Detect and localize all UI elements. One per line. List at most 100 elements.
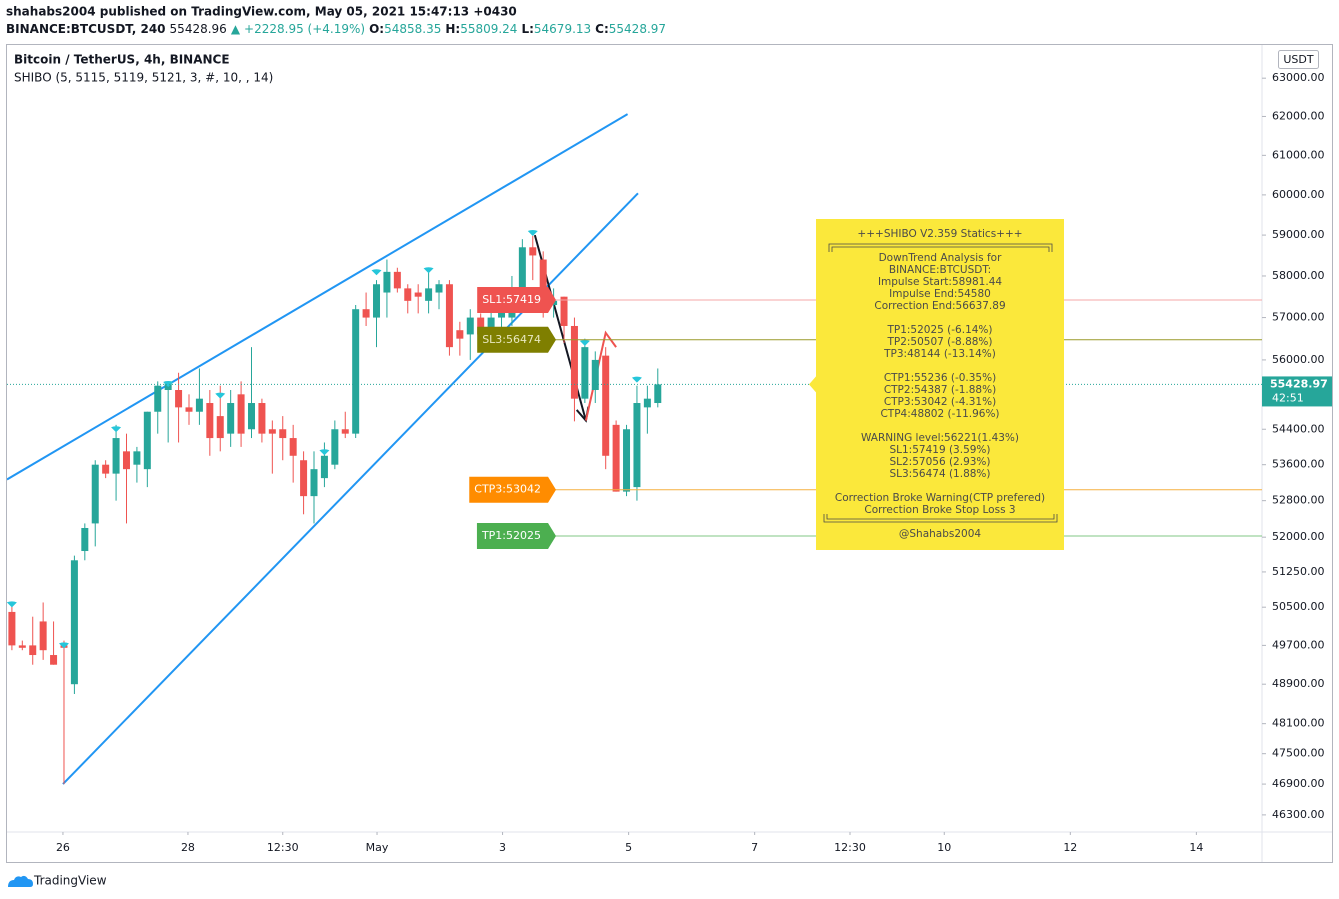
candle-body bbox=[289, 438, 297, 456]
level-box bbox=[477, 287, 556, 314]
info-line: SL1:57419 (3.59%) bbox=[889, 444, 990, 456]
candle-body bbox=[268, 429, 276, 434]
last-price-label: 55428.97 bbox=[1270, 377, 1328, 390]
candle-body bbox=[570, 325, 578, 399]
info-line: TP1:52025 (-6.14%) bbox=[886, 324, 992, 336]
candle-body bbox=[206, 403, 214, 439]
candle-body bbox=[414, 292, 422, 297]
x-tick-label: 26 bbox=[56, 841, 70, 854]
symbol-line: BINANCE:BTCUSDT, 240 55428.96 ▲ +2228.95 (+… bbox=[6, 22, 666, 36]
brand: TradingView bbox=[33, 874, 107, 888]
candle-body bbox=[477, 317, 485, 335]
candle-body bbox=[8, 611, 16, 646]
info-background bbox=[809, 219, 1064, 550]
currency-box[interactable] bbox=[1278, 50, 1319, 69]
candle-body bbox=[591, 359, 599, 391]
candle-body bbox=[633, 403, 641, 488]
candle-body bbox=[456, 330, 464, 339]
level-label: SL3:56474 bbox=[477, 326, 556, 353]
header-segment: BINANCE:BTCUSDT, 240 bbox=[6, 22, 166, 36]
candle-body bbox=[331, 429, 339, 465]
currency[interactable]: USDT bbox=[1283, 53, 1314, 66]
candle-body bbox=[185, 407, 193, 412]
indicator-legend: SHIBO (5, 5115, 5119, 5121, 3, #, 10, , … bbox=[14, 71, 273, 85]
candle-body bbox=[373, 284, 381, 318]
info-line: TP3:48144 (-13.14%) bbox=[883, 348, 996, 360]
info-panel: +++SHIBO V2.359 Statics+++ DownTrend Anal… bbox=[809, 219, 1064, 550]
candle-body bbox=[435, 284, 443, 293]
candle-body bbox=[195, 398, 203, 412]
candle-body bbox=[352, 309, 360, 434]
y-tick-label: 50500.00 bbox=[1272, 600, 1325, 613]
last-price-tag bbox=[1262, 376, 1332, 407]
pivot-marker bbox=[371, 269, 382, 276]
level-box bbox=[476, 523, 556, 550]
info-line: CTP2:54387 (-1.88%) bbox=[884, 384, 996, 396]
header-segment: H: bbox=[445, 22, 460, 36]
candle-body bbox=[216, 416, 224, 439]
candle-body bbox=[91, 464, 99, 524]
level-text: SL1:57419 bbox=[482, 293, 541, 306]
candle-body bbox=[529, 247, 537, 256]
candle-body bbox=[300, 460, 308, 497]
header-segment: 55809.24 bbox=[460, 22, 517, 36]
level-box bbox=[477, 326, 556, 353]
level-box bbox=[469, 476, 556, 503]
pivot-marker bbox=[527, 230, 538, 237]
y-tick-label: 51250.00 bbox=[1272, 565, 1325, 578]
pivot-marker bbox=[111, 426, 122, 433]
y-tick-label: 61000.00 bbox=[1272, 148, 1325, 161]
info-title: +++SHIBO V2.359 Statics+++ bbox=[857, 228, 1022, 240]
y-tick-label: 53600.00 bbox=[1272, 458, 1325, 471]
candle-body bbox=[341, 429, 349, 434]
candle-body bbox=[393, 271, 401, 289]
trend-drawing bbox=[584, 330, 617, 421]
candle-body bbox=[81, 527, 89, 552]
candle-body bbox=[560, 296, 568, 326]
candle-body bbox=[133, 451, 141, 465]
x-tick-label: 12 bbox=[1063, 841, 1077, 854]
level-label: SL1:57419 bbox=[477, 287, 556, 314]
candle-body bbox=[602, 355, 610, 456]
candle-body bbox=[237, 394, 245, 434]
info-line: DownTrend Analysis for bbox=[879, 252, 1003, 264]
trend-drawing bbox=[7, 113, 629, 481]
x-tick-label: 28 bbox=[181, 841, 195, 854]
y-tick-label: 49700.00 bbox=[1272, 638, 1325, 651]
candle-body bbox=[466, 317, 474, 335]
y-tick-label: 63000.00 bbox=[1272, 71, 1325, 84]
info-line: Impulse End:54580 bbox=[889, 288, 991, 300]
y-tick-label: 62000.00 bbox=[1272, 109, 1325, 122]
candle-body bbox=[404, 288, 412, 301]
y-tick-label: 60000.00 bbox=[1272, 188, 1325, 201]
info-line: TP2:50507 (-8.88%) bbox=[886, 336, 992, 348]
x-tick-label: 3 bbox=[499, 841, 506, 854]
x-tick-label: 10 bbox=[937, 841, 951, 854]
pivot-marker bbox=[58, 642, 69, 649]
candle-body bbox=[310, 469, 318, 497]
y-tick-label: 57000.00 bbox=[1272, 311, 1325, 324]
info-line: BINANCE:BTCUSDT: bbox=[889, 264, 991, 276]
pivot-marker bbox=[7, 601, 17, 608]
candle-body bbox=[643, 398, 651, 408]
pivot-marker bbox=[163, 380, 174, 387]
candle-body bbox=[70, 560, 78, 685]
candle-body bbox=[581, 347, 589, 399]
y-tick-label: 48900.00 bbox=[1272, 677, 1325, 690]
y-tick-label: 46900.00 bbox=[1272, 777, 1325, 790]
header-segment: 54679.13 bbox=[534, 22, 591, 36]
header-segment: O: bbox=[369, 22, 384, 36]
y-tick-label: 47500.00 bbox=[1272, 747, 1325, 760]
axes: 46300.00 46900.00 47500.00 48100.00 48900.00… bbox=[56, 71, 1325, 854]
candle-body bbox=[445, 284, 453, 348]
candle-body bbox=[112, 438, 120, 474]
info-bracket bbox=[823, 514, 1058, 523]
candle-body bbox=[175, 390, 183, 408]
header-segment: 55428.96 bbox=[170, 22, 227, 36]
info-line: Correction End:56637.89 bbox=[874, 300, 1005, 312]
countdown: 42:51 bbox=[1272, 391, 1304, 404]
plot-area bbox=[7, 113, 1262, 785]
candle-body bbox=[612, 424, 620, 492]
level-label: CTP3:53042 bbox=[469, 476, 556, 503]
y-tick-label: 48100.00 bbox=[1272, 717, 1325, 730]
